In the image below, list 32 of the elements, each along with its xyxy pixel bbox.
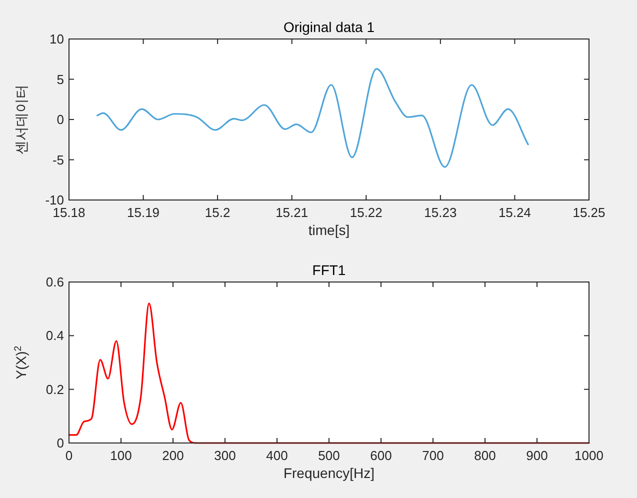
x-tick-label: 300 <box>214 448 236 463</box>
x-tick-label: 15.18 <box>52 205 86 220</box>
x-tick-label: 800 <box>474 448 496 463</box>
x-axis-title: Frequency[Hz] <box>283 465 375 481</box>
y-tick-label: 0 <box>56 112 64 127</box>
x-tick-label: 500 <box>318 448 340 463</box>
x-axis-title: time[s] <box>308 222 350 238</box>
x-tick-label: 15.24 <box>498 205 531 220</box>
x-tick-label: 700 <box>422 448 444 463</box>
x-tick-label: 200 <box>162 448 184 463</box>
x-tick-label: 15.23 <box>424 205 457 220</box>
y-tick-label: -10 <box>45 192 64 208</box>
y-tick-label: 0 <box>56 436 64 450</box>
x-tick-label: 15.22 <box>350 205 382 220</box>
y-tick-label: 10 <box>50 32 64 46</box>
y-tick-label: 0.2 <box>46 382 64 397</box>
x-tick-label: 15.19 <box>127 205 160 220</box>
chart-title: Original data 1 <box>283 19 375 35</box>
x-tick-label: 15.2 <box>204 205 230 220</box>
x-tick-label: 600 <box>370 448 392 463</box>
x-tick-label: 1000 <box>574 448 604 463</box>
y-tick-label: 5 <box>56 72 64 87</box>
x-tick-label: 15.21 <box>276 205 308 220</box>
y-tick-label: 0.4 <box>46 328 64 344</box>
x-tick-label: 15.25 <box>572 205 606 220</box>
y-tick-label: -5 <box>52 152 64 168</box>
x-tick-label: 100 <box>110 448 132 463</box>
x-tick-label: 400 <box>266 448 288 463</box>
y-axis-title: 센서데이터 <box>13 84 29 154</box>
y-tick-label: 0.6 <box>46 274 64 290</box>
x-tick-label: 900 <box>526 448 548 463</box>
chart-title: FFT1 <box>312 262 346 278</box>
